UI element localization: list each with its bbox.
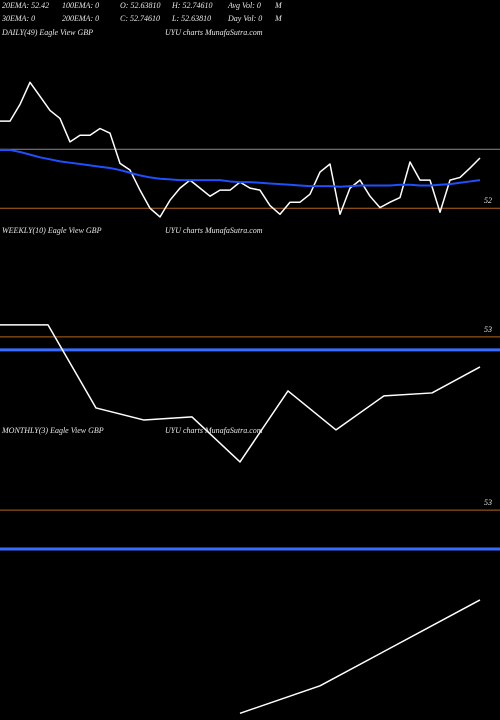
chart-subtitle: UYU charts MunafaSutra.com: [165, 226, 263, 235]
header-stat: 20EMA: 52.42: [2, 1, 49, 10]
header-stat: Avg Vol: 0: [227, 1, 261, 10]
header-stat: Day Vol: 0: [227, 14, 262, 23]
header-stat: 200EMA: 0: [62, 14, 99, 23]
chart-subtitle: UYU charts MunafaSutra.com: [165, 426, 263, 435]
y-tick-label: 52: [484, 196, 492, 205]
chart-subtitle: UYU charts MunafaSutra.com: [165, 28, 263, 37]
header-stat: M: [274, 14, 283, 23]
header-stat: M: [274, 1, 283, 10]
header-stat: L: 52.63810: [171, 14, 211, 23]
header-stat: 100EMA: 0: [62, 1, 99, 10]
header-stat: O: 52.63810: [120, 1, 160, 10]
chart-title: DAILY(49) Eagle View GBP: [1, 28, 93, 37]
header-stat: H: 52.74610: [171, 1, 212, 10]
chart-title: WEEKLY(10) Eagle View GBP: [2, 226, 102, 235]
y-tick-label: 53: [484, 325, 492, 334]
header-stat: C: 52.74610: [120, 14, 160, 23]
chart-title: MONTHLY(3) Eagle View GBP: [1, 426, 104, 435]
price-line: [239, 599, 481, 715]
header-stat: 30EMA: 0: [1, 14, 35, 23]
price-line: [0, 324, 481, 463]
y-tick-label: 53: [484, 498, 492, 507]
price-line: [0, 148, 481, 188]
